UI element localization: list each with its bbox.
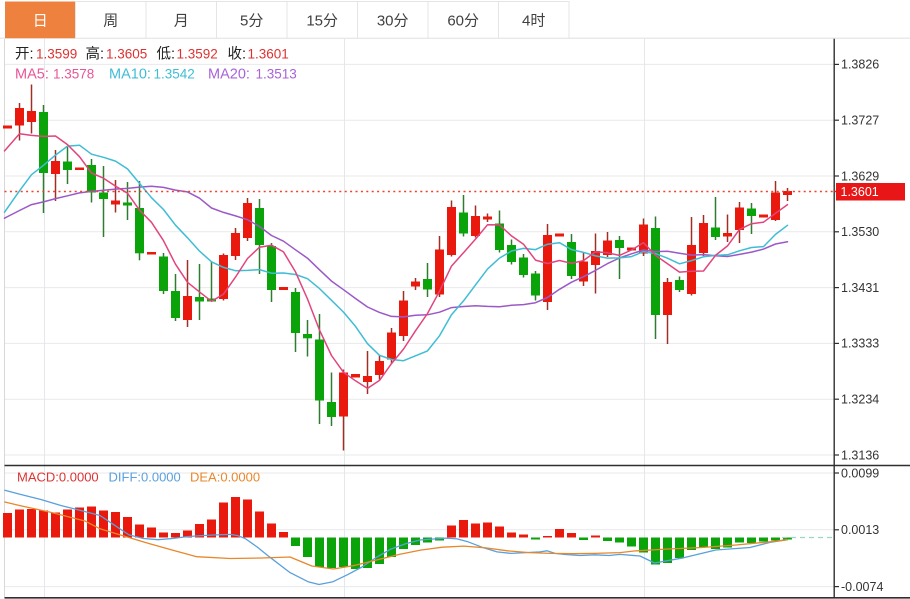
svg-text:5分: 5分: [240, 13, 263, 30]
svg-text:30分: 30分: [377, 13, 409, 30]
svg-text:60分: 60分: [447, 13, 479, 30]
svg-text:1.3727: 1.3727: [841, 114, 879, 128]
svg-text:1.3601: 1.3601: [841, 185, 879, 199]
svg-text:1.3136: 1.3136: [841, 448, 879, 462]
svg-text:1.3826: 1.3826: [841, 58, 879, 72]
svg-text:1.3530: 1.3530: [841, 225, 879, 239]
svg-text:1.3333: 1.3333: [841, 337, 879, 351]
svg-text:1.3629: 1.3629: [841, 169, 879, 183]
svg-text:月: 月: [174, 13, 189, 30]
svg-text:1.3431: 1.3431: [841, 281, 879, 295]
svg-text:周: 周: [103, 13, 118, 30]
svg-text:0.0013: 0.0013: [841, 523, 879, 537]
svg-text:0.0099: 0.0099: [841, 466, 879, 480]
svg-text:4时: 4时: [522, 13, 545, 30]
svg-text:1.3234: 1.3234: [841, 393, 879, 407]
svg-text:-0.0074: -0.0074: [841, 580, 883, 594]
svg-text:15分: 15分: [306, 13, 338, 30]
svg-text:日: 日: [33, 13, 48, 30]
